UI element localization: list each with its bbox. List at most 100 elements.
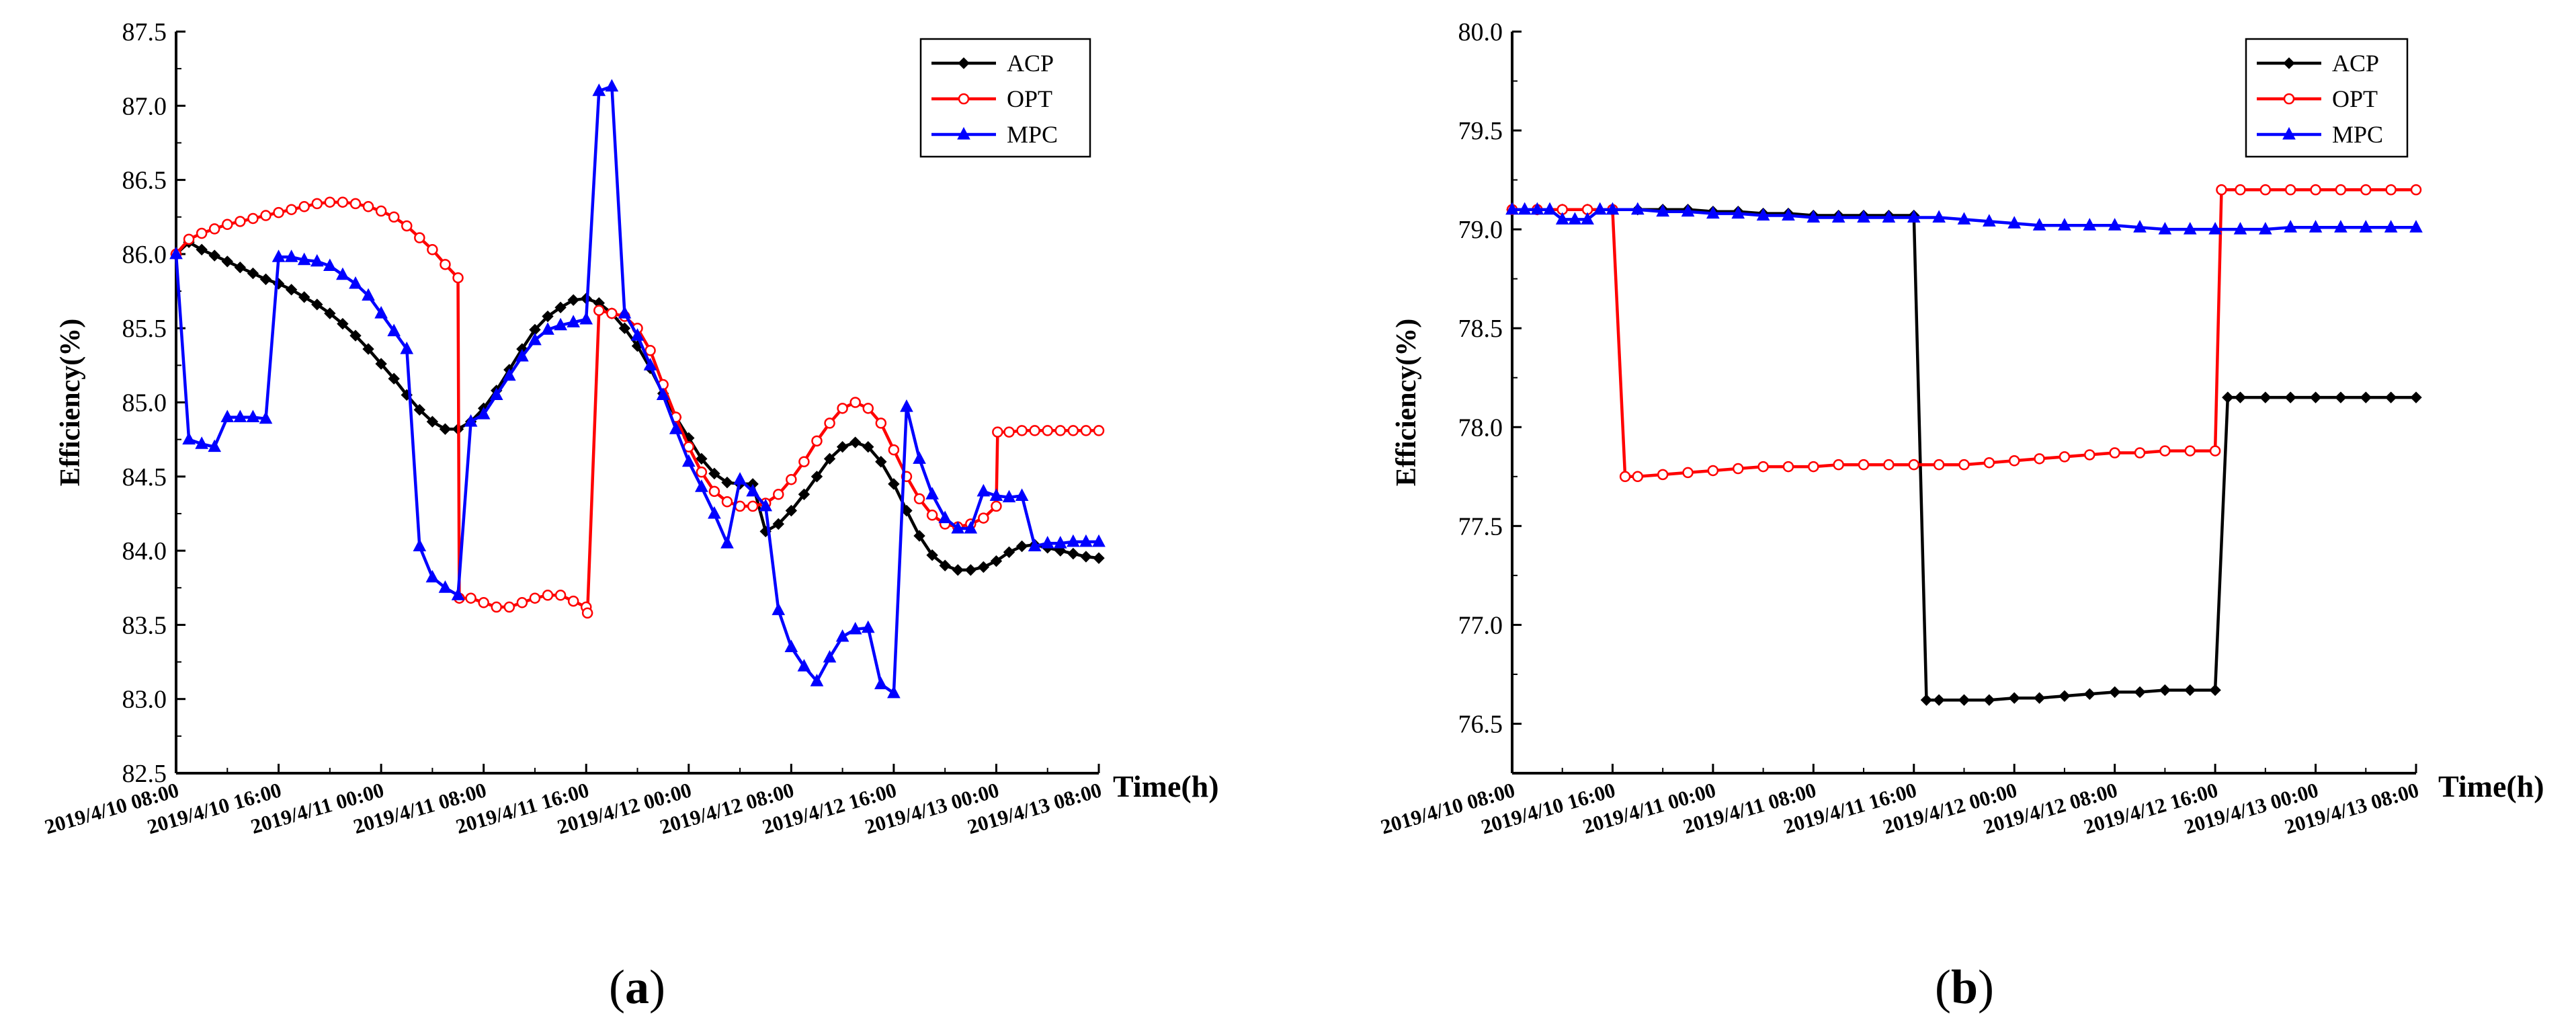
series-line-mpc xyxy=(174,85,1099,695)
data-point-mpc xyxy=(502,368,516,381)
data-point-opt xyxy=(1067,425,1079,436)
data-point-acp xyxy=(362,343,374,355)
data-point-acp xyxy=(1983,694,1995,706)
data-point-mpc xyxy=(977,483,991,497)
series-acp xyxy=(170,236,1105,576)
data-point-acp xyxy=(888,478,900,490)
data-point-mpc xyxy=(848,621,862,635)
data-point-mpc xyxy=(605,79,619,92)
data-point-opt xyxy=(208,223,220,235)
data-point-opt xyxy=(593,305,605,316)
data-point-opt xyxy=(427,244,438,255)
data-point-acp xyxy=(1958,694,1970,706)
data-point-opt xyxy=(1808,461,1819,473)
data-point-opt xyxy=(798,456,810,467)
data-point-acp xyxy=(349,329,362,342)
data-point-opt xyxy=(2310,184,2321,196)
data-point-acp xyxy=(259,273,272,286)
data-point-opt xyxy=(286,204,297,215)
y-tick-label: 83.0 xyxy=(122,686,167,714)
y-tick-label: 76.5 xyxy=(1458,710,1503,738)
data-point-opt xyxy=(2209,445,2221,457)
y-tick-label: 79.0 xyxy=(1458,216,1503,244)
y-tick-label: 84.0 xyxy=(122,537,167,565)
data-point-mpc xyxy=(169,246,183,260)
data-point-acp xyxy=(1003,546,1015,559)
data-point-opt xyxy=(235,216,246,227)
y-tick-label: 85.0 xyxy=(122,389,167,418)
data-point-opt xyxy=(696,466,708,478)
data-point-mpc xyxy=(1092,534,1106,547)
data-point-mpc xyxy=(425,569,440,583)
data-point-mpc xyxy=(759,498,773,512)
y-tick-label: 84.5 xyxy=(122,463,167,491)
data-point-mpc xyxy=(246,409,260,423)
data-point-acp xyxy=(798,488,811,500)
data-point-acp xyxy=(1920,694,1933,706)
data-point-acp xyxy=(939,559,951,571)
data-point-mpc xyxy=(669,422,683,434)
data-point-opt xyxy=(721,496,733,508)
y-tick-label: 86.5 xyxy=(122,167,167,195)
data-point-opt xyxy=(992,426,1003,438)
data-point-mpc xyxy=(349,276,362,289)
data-point-acp xyxy=(785,504,798,517)
series-mpc xyxy=(169,79,1106,699)
data-point-opt xyxy=(2134,447,2146,459)
data-point-mpc xyxy=(1831,210,1845,223)
data-point-mpc xyxy=(874,676,888,690)
data-point-mpc xyxy=(861,620,875,633)
x-axis-title: Time(h) xyxy=(1113,769,1219,803)
data-point-mpc xyxy=(1530,202,1544,215)
data-point-opt xyxy=(1782,461,1794,473)
data-point-opt xyxy=(503,601,515,613)
data-point-mpc xyxy=(2409,220,2423,233)
data-point-acp xyxy=(708,467,720,480)
data-point-mpc xyxy=(182,432,196,445)
data-point-mpc xyxy=(2284,220,2298,233)
data-point-mpc xyxy=(1002,489,1016,503)
data-point-opt xyxy=(452,272,464,284)
y-tick-label: 77.5 xyxy=(1458,512,1503,541)
data-point-opt xyxy=(811,435,823,447)
data-point-mpc xyxy=(1957,212,1971,225)
data-point-mpc xyxy=(708,506,721,519)
data-point-opt xyxy=(581,607,593,619)
data-point-opt xyxy=(2216,184,2227,196)
data-point-opt xyxy=(1833,459,1844,471)
data-point-acp xyxy=(836,440,849,453)
data-point-mpc xyxy=(208,439,222,452)
data-point-opt xyxy=(478,597,489,608)
data-point-acp xyxy=(952,564,964,576)
data-point-mpc xyxy=(1681,204,1695,217)
data-point-opt xyxy=(958,93,970,105)
data-point-opt xyxy=(414,232,425,243)
data-point-acp xyxy=(234,262,247,274)
data-point-opt xyxy=(2410,184,2422,196)
y-axis-title: Efficiency(%) xyxy=(1391,319,1422,487)
data-point-opt xyxy=(913,493,925,505)
y-axis-title: Efficiency(%) xyxy=(55,319,86,487)
data-point-mpc xyxy=(1518,202,1532,215)
y-tick-label: 78.5 xyxy=(1458,315,1503,343)
data-point-mpc xyxy=(2334,220,2348,233)
data-point-acp xyxy=(2309,391,2322,403)
y-tick-label: 83.5 xyxy=(122,611,167,639)
data-point-opt xyxy=(2109,447,2120,459)
data-point-mpc xyxy=(2384,220,2398,233)
data-point-acp xyxy=(721,476,733,489)
panel-label: (b) xyxy=(1935,960,1994,1014)
data-point-mpc xyxy=(938,510,952,524)
data-point-acp xyxy=(208,249,220,262)
data-point-mpc xyxy=(835,629,849,642)
data-point-mpc xyxy=(810,674,824,686)
data-point-mpc xyxy=(233,409,247,423)
data-point-opt xyxy=(2159,445,2171,457)
data-point-opt xyxy=(1054,425,1067,436)
data-point-acp xyxy=(849,436,862,448)
chart-panel-a: 82.5 83.0 83.5 84.0 84.5 85.0 85.5 86.0 86.5 87.0… xyxy=(42,18,1218,1014)
data-point-opt xyxy=(401,220,413,232)
data-point-mpc xyxy=(1079,534,1093,547)
data-point-acp xyxy=(2209,684,2221,697)
data-point-acp xyxy=(1080,551,1092,563)
